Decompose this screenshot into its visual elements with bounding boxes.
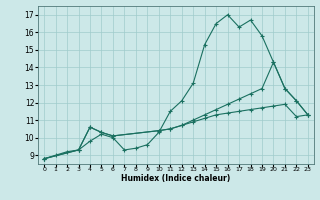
- X-axis label: Humidex (Indice chaleur): Humidex (Indice chaleur): [121, 174, 231, 183]
